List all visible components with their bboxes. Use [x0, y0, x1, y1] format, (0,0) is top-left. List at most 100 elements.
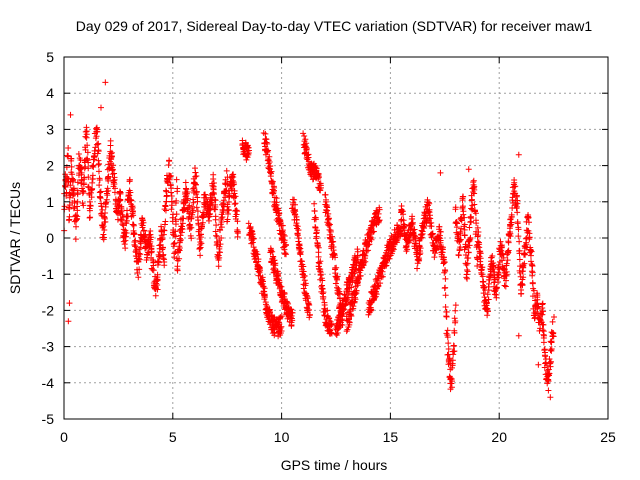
data-point — [220, 200, 227, 207]
data-point — [401, 225, 408, 232]
x-tick-label: 15 — [383, 429, 399, 445]
data-point — [278, 313, 285, 320]
data-point — [268, 168, 275, 175]
data-point — [456, 247, 463, 254]
data-point — [176, 237, 183, 244]
data-point — [95, 140, 102, 147]
data-point — [90, 162, 97, 169]
y-tick-label: 3 — [46, 121, 54, 137]
x-tick-label: 0 — [60, 429, 68, 445]
data-point — [171, 240, 178, 247]
data-point — [190, 199, 197, 206]
data-point — [470, 179, 477, 186]
data-point — [445, 346, 452, 353]
data-point — [223, 167, 230, 174]
data-point — [443, 308, 450, 315]
data-point — [372, 293, 379, 300]
data-point — [124, 207, 131, 214]
data-point — [110, 162, 117, 169]
data-point — [470, 177, 477, 184]
data-point — [464, 266, 471, 273]
data-point — [297, 248, 304, 255]
data-point — [233, 207, 240, 214]
data-point — [182, 179, 189, 186]
data-point — [234, 228, 241, 235]
data-point — [315, 253, 322, 260]
data-point — [85, 159, 92, 166]
data-point — [484, 308, 491, 315]
data-point — [541, 332, 548, 339]
data-point — [88, 194, 95, 201]
data-point — [160, 255, 167, 262]
y-tick-label: 5 — [46, 49, 54, 65]
data-point — [206, 211, 213, 218]
data-point — [179, 226, 186, 233]
data-point — [335, 285, 342, 292]
data-point — [271, 187, 278, 194]
data-point — [127, 189, 134, 196]
data-point — [132, 237, 139, 244]
data-point — [332, 280, 339, 287]
data-point — [212, 197, 219, 204]
data-point — [525, 214, 532, 221]
data-point — [479, 273, 486, 280]
data-point — [465, 166, 472, 173]
y-tick-label: -3 — [42, 339, 55, 355]
data-point — [443, 313, 450, 320]
data-point — [383, 262, 390, 269]
data-point — [333, 264, 340, 271]
data-point — [507, 230, 514, 237]
data-point — [177, 216, 184, 223]
data-point — [183, 190, 190, 197]
data-point — [224, 174, 231, 181]
data-point — [526, 230, 533, 237]
data-point — [352, 296, 359, 303]
data-point — [449, 357, 456, 364]
data-point — [193, 173, 200, 180]
data-point — [451, 329, 458, 336]
data-point — [513, 203, 520, 210]
data-point — [247, 223, 254, 230]
data-point — [515, 332, 522, 339]
data-point — [540, 321, 547, 328]
data-point — [158, 223, 165, 230]
data-point — [87, 202, 94, 209]
data-point — [328, 320, 335, 327]
data-point — [66, 300, 73, 307]
data-point — [120, 214, 127, 221]
data-point — [173, 197, 180, 204]
data-point — [122, 245, 129, 252]
data-point — [411, 226, 418, 233]
data-point — [400, 211, 407, 218]
data-point — [74, 213, 81, 220]
data-point — [135, 274, 142, 281]
data-point — [451, 315, 458, 322]
data-point — [83, 134, 90, 141]
data-point — [218, 234, 225, 241]
data-point — [362, 252, 369, 259]
data-point — [105, 173, 112, 180]
data-point — [303, 140, 310, 147]
data-point — [377, 280, 384, 287]
data-point — [283, 251, 290, 258]
data-point — [549, 318, 556, 325]
data-point — [150, 267, 157, 274]
data-point — [73, 212, 80, 219]
data-point — [453, 224, 460, 231]
data-point — [404, 246, 411, 253]
data-point — [168, 202, 175, 209]
data-point — [436, 232, 443, 239]
data-point — [324, 204, 331, 211]
data-point — [232, 200, 239, 207]
data-point — [313, 227, 320, 234]
y-tick-label: 4 — [46, 85, 54, 101]
data-point — [306, 311, 313, 318]
data-point — [546, 370, 553, 377]
data-point — [343, 328, 350, 335]
data-point — [161, 227, 168, 234]
data-point — [474, 262, 481, 269]
y-tick-label: -5 — [42, 411, 55, 427]
data-point — [266, 159, 273, 166]
data-point — [67, 155, 74, 162]
